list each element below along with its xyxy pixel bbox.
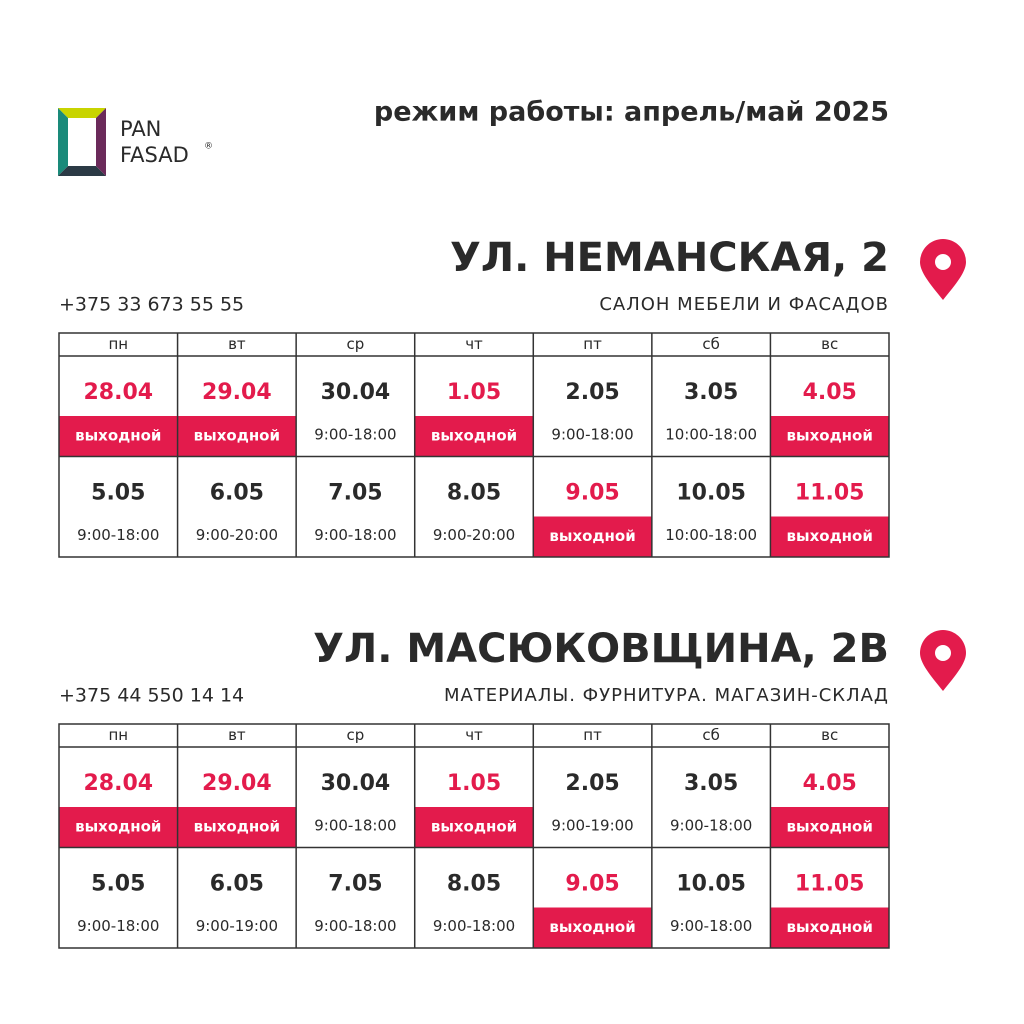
date: 5.05: [91, 481, 145, 506]
status: 9:00-18:00: [314, 917, 396, 935]
date: 4.05: [803, 380, 857, 405]
day-label: пн: [108, 726, 128, 744]
status: 10:00-18:00: [665, 526, 757, 544]
day-label: сб: [702, 726, 720, 744]
closed-bar: [59, 416, 178, 457]
day-label: чт: [465, 726, 483, 744]
date: 28.04: [83, 771, 153, 796]
status: выходной: [549, 527, 635, 545]
day-label: вс: [821, 726, 838, 744]
subtitle: САЛОН МЕБЕЛИ И ФАСАДОВ: [599, 294, 889, 315]
location-name: УЛ. НЕМАНСКАЯ, 2: [450, 235, 889, 281]
date: 29.04: [202, 771, 272, 796]
date: 2.05: [565, 771, 619, 796]
status: 9:00-18:00: [314, 426, 396, 444]
status: выходной: [787, 918, 873, 936]
day-label: пт: [583, 726, 602, 744]
date: 9.05: [565, 872, 619, 897]
location-name: УЛ. МАСЮКОВЩИНА, 2В: [313, 626, 889, 672]
date: 7.05: [328, 872, 382, 897]
day-label: вт: [228, 335, 246, 353]
date: 30.04: [321, 380, 391, 405]
day-label: пн: [108, 335, 128, 353]
closed-bar: [770, 416, 889, 457]
closed-bar: [59, 807, 178, 848]
status: 9:00-18:00: [77, 526, 159, 544]
date: 8.05: [447, 872, 501, 897]
status: 9:00-18:00: [77, 917, 159, 935]
day-label: сб: [702, 335, 720, 353]
status: выходной: [787, 527, 873, 545]
status: 9:00-18:00: [670, 917, 752, 935]
date: 10.05: [676, 872, 746, 897]
closed-bar: [414, 807, 534, 848]
logo-mark: ®: [204, 142, 213, 152]
closed-bar: [177, 416, 297, 457]
day-label: вт: [228, 726, 246, 744]
phone: +375 33 673 55 55: [59, 294, 244, 316]
closed-bar: [177, 807, 297, 848]
closed-bar: [770, 516, 889, 557]
date: 6.05: [210, 872, 264, 897]
table-border: [58, 332, 890, 558]
day-label: чт: [465, 335, 483, 353]
status: 10:00-18:00: [665, 426, 757, 444]
status: выходной: [549, 918, 635, 936]
status: 9:00-19:00: [551, 817, 633, 835]
status: 9:00-18:00: [433, 917, 515, 935]
date: 4.05: [803, 771, 857, 796]
closed-bar: [770, 907, 889, 948]
status: 9:00-20:00: [196, 526, 278, 544]
subtitle: МАТЕРИАЛЫ. ФУРНИТУРА. МАГАЗИН-СКЛАД: [444, 685, 889, 706]
date: 1.05: [447, 380, 501, 405]
status: выходной: [194, 427, 280, 445]
date: 1.05: [447, 771, 501, 796]
date: 10.05: [676, 481, 746, 506]
status: выходной: [75, 427, 161, 445]
date: 6.05: [210, 481, 264, 506]
status: выходной: [194, 818, 280, 836]
closed-bar: [533, 516, 652, 557]
table-border: [58, 723, 890, 949]
title: режим работы: апрель/май 2025: [374, 97, 889, 128]
date: 2.05: [565, 380, 619, 405]
logo-text: FASAD: [120, 143, 189, 167]
status: выходной: [787, 818, 873, 836]
status: выходной: [431, 818, 517, 836]
status: 9:00-18:00: [314, 526, 396, 544]
logo-text: PAN: [120, 117, 161, 141]
date: 11.05: [795, 872, 865, 897]
pin-hole: [935, 645, 951, 661]
status: 9:00-20:00: [433, 526, 515, 544]
day-label: ср: [347, 335, 365, 353]
date: 7.05: [328, 481, 382, 506]
phone: +375 44 550 14 14: [59, 685, 244, 707]
status: выходной: [75, 818, 161, 836]
date: 29.04: [202, 380, 272, 405]
date: 3.05: [684, 380, 738, 405]
status: 9:00-18:00: [314, 817, 396, 835]
day-label: пт: [583, 335, 602, 353]
closed-bar: [414, 416, 534, 457]
day-label: ср: [347, 726, 365, 744]
day-label: вс: [821, 335, 838, 353]
pin-hole: [935, 254, 951, 270]
date: 28.04: [83, 380, 153, 405]
date: 8.05: [447, 481, 501, 506]
date: 30.04: [321, 771, 391, 796]
status: выходной: [431, 427, 517, 445]
status: 9:00-18:00: [551, 426, 633, 444]
date: 5.05: [91, 872, 145, 897]
status: выходной: [787, 427, 873, 445]
closed-bar: [770, 807, 889, 848]
closed-bar: [533, 907, 652, 948]
status: 9:00-18:00: [670, 817, 752, 835]
date: 3.05: [684, 771, 738, 796]
logo-icon: [58, 108, 106, 176]
date: 9.05: [565, 481, 619, 506]
date: 11.05: [795, 481, 865, 506]
status: 9:00-19:00: [196, 917, 278, 935]
